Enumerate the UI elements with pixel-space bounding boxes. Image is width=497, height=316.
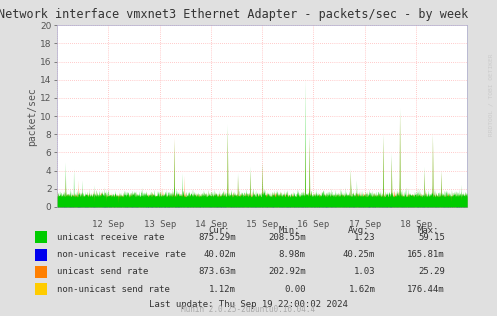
Text: 208.55m: 208.55m — [268, 233, 306, 241]
Text: Last update: Thu Sep 19 22:00:02 2024: Last update: Thu Sep 19 22:00:02 2024 — [149, 300, 348, 309]
Text: 25.29: 25.29 — [418, 267, 445, 276]
Y-axis label: packet/sec: packet/sec — [27, 87, 37, 145]
Text: Avg:: Avg: — [348, 226, 369, 235]
Text: 165.81m: 165.81m — [407, 250, 445, 259]
Text: Munin 2.0.25-2ubuntu0.16.04.4: Munin 2.0.25-2ubuntu0.16.04.4 — [181, 306, 316, 314]
Text: 176.44m: 176.44m — [407, 285, 445, 294]
Text: 0.00: 0.00 — [284, 285, 306, 294]
Text: 202.92m: 202.92m — [268, 267, 306, 276]
Text: 13 Sep: 13 Sep — [144, 220, 176, 229]
Text: 873.63m: 873.63m — [198, 267, 236, 276]
Text: 8.98m: 8.98m — [279, 250, 306, 259]
Text: non-unicast receive rate: non-unicast receive rate — [57, 250, 186, 259]
Text: 875.29m: 875.29m — [198, 233, 236, 241]
Text: Max:: Max: — [417, 226, 439, 235]
Text: 1.03: 1.03 — [354, 267, 375, 276]
Text: Cur:: Cur: — [209, 226, 230, 235]
Text: 1.62m: 1.62m — [348, 285, 375, 294]
Text: Min:: Min: — [278, 226, 300, 235]
Text: 14 Sep: 14 Sep — [195, 220, 227, 229]
Text: 1.23: 1.23 — [354, 233, 375, 241]
Text: 18 Sep: 18 Sep — [400, 220, 432, 229]
Text: non-unicast send rate: non-unicast send rate — [57, 285, 170, 294]
Text: 59.15: 59.15 — [418, 233, 445, 241]
Text: Network interface vmxnet3 Ethernet Adapter - packets/sec - by week: Network interface vmxnet3 Ethernet Adapt… — [0, 8, 469, 21]
Text: 1.12m: 1.12m — [209, 285, 236, 294]
Text: unicast receive rate: unicast receive rate — [57, 233, 165, 241]
Text: RRDTOOL / TOBI OETIKER: RRDTOOL / TOBI OETIKER — [489, 53, 494, 136]
Text: 40.25m: 40.25m — [343, 250, 375, 259]
Text: unicast send rate: unicast send rate — [57, 267, 149, 276]
Text: 16 Sep: 16 Sep — [297, 220, 330, 229]
Text: 40.02m: 40.02m — [204, 250, 236, 259]
Text: 12 Sep: 12 Sep — [92, 220, 125, 229]
Text: 15 Sep: 15 Sep — [246, 220, 278, 229]
Text: 17 Sep: 17 Sep — [348, 220, 381, 229]
